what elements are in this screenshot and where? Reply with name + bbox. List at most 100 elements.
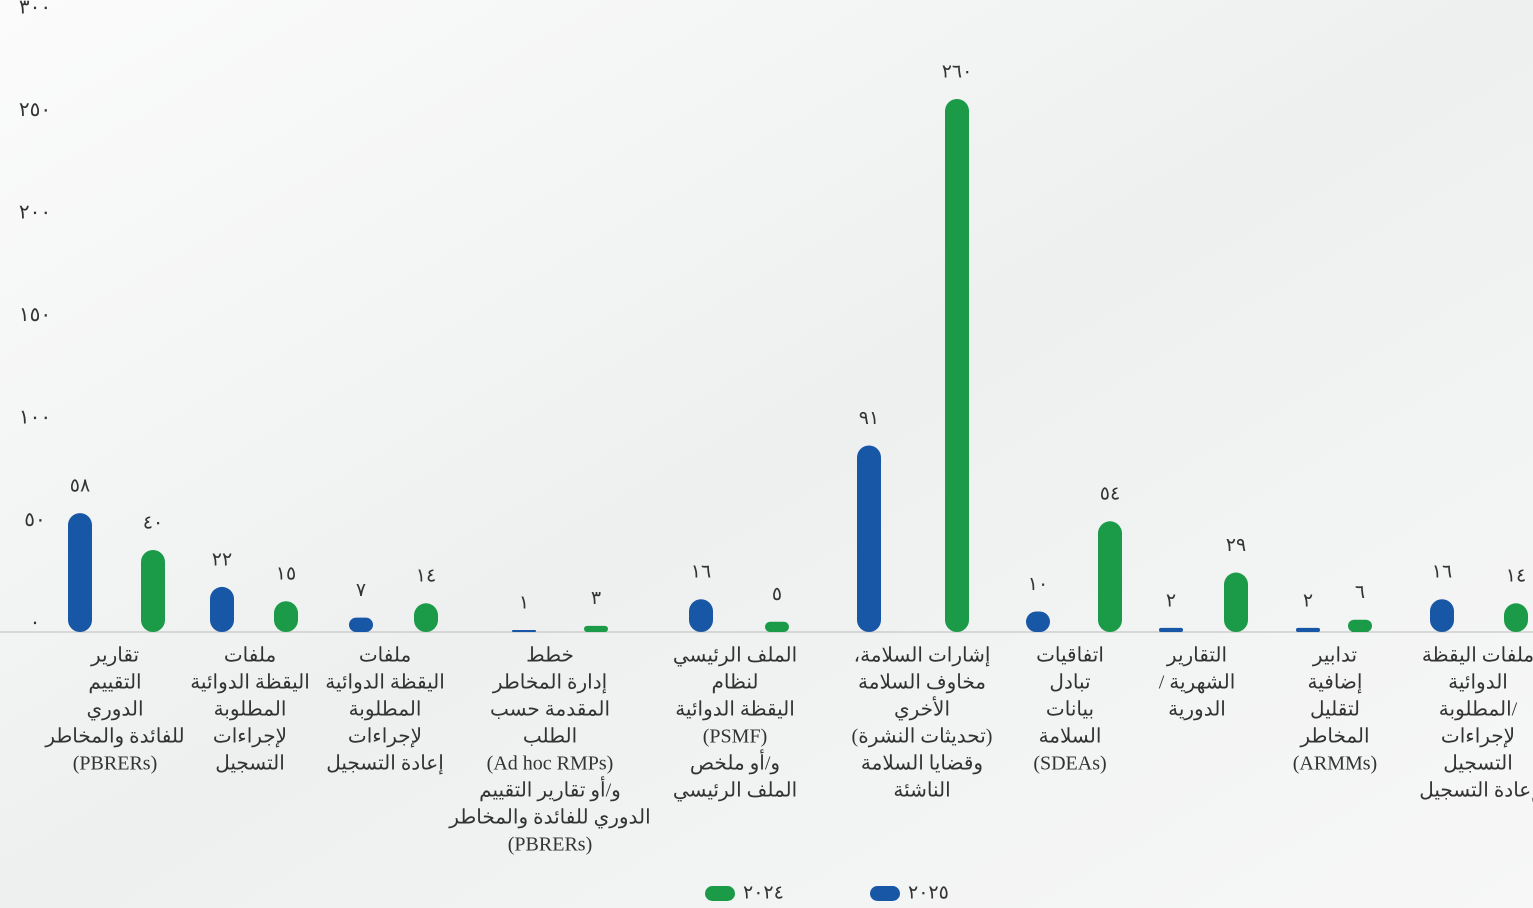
y-tick-label: ٢٠٠: [19, 202, 51, 224]
x-tick-label: المطلوبة: [214, 699, 287, 721]
x-tick-label: (PSMF): [703, 726, 767, 748]
x-tick-label: خطط: [526, 645, 574, 667]
x-tick-label: المخاطر: [1299, 726, 1369, 748]
x-tick-label: (Ad hoc RMPs): [487, 753, 614, 775]
bar: [349, 617, 373, 632]
x-tick-label: ملفات اليقظة: [1422, 645, 1533, 667]
y-tick-label: ٢٥٠: [19, 99, 51, 121]
x-tick-label: الدوائية: [1448, 672, 1508, 694]
x-tick-label: لإجراءات: [348, 726, 422, 749]
x-tick-label: إضافية: [1308, 672, 1363, 695]
x-tick-label: الملف الرئيسي: [673, 645, 797, 667]
bar: [689, 599, 713, 632]
bar: [274, 601, 298, 632]
bar: [141, 550, 165, 632]
x-tick-label: / الشهرية: [1159, 672, 1236, 694]
x-tick-label: الدوري للفائدة والمخاطر: [448, 807, 650, 829]
x-tick-label: الناشئة: [893, 780, 950, 802]
value-label: ٢٦٠: [942, 61, 973, 82]
x-tick-label: وقضايا السلامة: [861, 753, 983, 775]
y-tick-label: ١٥٠: [19, 304, 51, 326]
x-tick-label: للفائدة والمخاطر: [44, 726, 184, 748]
bar: [1296, 627, 1320, 632]
value-label: ٢٩: [1226, 535, 1246, 556]
value-label: ٣: [591, 588, 601, 609]
y-tick-label: ٠: [30, 612, 41, 634]
x-tick-label: لإجراءات: [213, 726, 287, 749]
x-tick-label: (تحديثات النشرة): [852, 726, 993, 748]
value-label: ٤٠: [143, 512, 163, 533]
x-tick-label: لإجراءات: [1441, 726, 1515, 749]
x-tick-label: المطلوبة: [349, 699, 422, 721]
value-label: ٢: [1166, 590, 1176, 611]
x-tick-label: (PBRERs): [73, 753, 157, 775]
value-label: ٢: [1303, 590, 1313, 611]
y-tick-label: ٣٠٠: [19, 0, 51, 19]
value-label: ١٥: [276, 564, 296, 585]
value-label: ١٦: [691, 562, 711, 583]
bar: [1098, 521, 1122, 632]
x-tick-label: الدوري: [86, 699, 143, 721]
bar: [1348, 619, 1372, 632]
x-tick-label: (SDEAs): [1033, 753, 1106, 775]
bar: [1224, 572, 1248, 632]
x-tick-label: التسجيل: [1443, 753, 1513, 775]
x-tick-label: لنظام: [711, 672, 758, 694]
x-tick-label: المطلوبة/: [1439, 699, 1518, 721]
x-tick-label: بيانات: [1046, 699, 1094, 721]
bar: [1159, 627, 1183, 632]
x-tick-label: اليقظة الدوائية: [190, 672, 310, 694]
x-tick-label: إعادة التسجيل: [1419, 780, 1533, 803]
x-tick-label: الأخري: [894, 696, 950, 721]
bar: [1026, 611, 1050, 632]
x-tick-label: التسجيل: [215, 753, 285, 775]
legend-swatch: [705, 886, 735, 901]
x-tick-label: التقارير: [1166, 645, 1227, 667]
value-label: ٥٤: [1100, 484, 1120, 505]
x-tick-label: ملفات: [359, 645, 411, 667]
bar: [210, 586, 234, 632]
x-tick-label: المقدمة حسب: [490, 699, 610, 721]
x-tick-label: تقارير: [90, 645, 139, 667]
bar: [512, 629, 536, 632]
bar: [68, 513, 92, 632]
x-tick-label: اليقظة الدوائية: [675, 699, 795, 721]
x-tick-label: السلامة: [1039, 726, 1102, 748]
x-tick-label: لتقليل: [1310, 699, 1360, 721]
bar: [1430, 599, 1454, 632]
x-tick-label: ،إشارات السلامة: [854, 645, 991, 668]
legend-label: ٢٠٢٥: [908, 882, 949, 903]
value-label: ١: [519, 592, 529, 613]
bar: [857, 445, 881, 632]
legend-swatch: [870, 886, 900, 901]
x-tick-label: الطلب: [523, 726, 577, 748]
x-tick-label: (ARMMs): [1293, 753, 1377, 775]
y-tick-label: ١٠٠: [19, 407, 51, 429]
x-tick-label: (PBRERs): [508, 834, 592, 856]
x-tick-label: إعادة التسجيل: [326, 753, 444, 776]
x-tick-label: الدورية: [1168, 699, 1226, 721]
x-tick-label: تدابير: [1312, 645, 1357, 667]
x-tick-label: تبادل: [1049, 672, 1090, 694]
legend-label: ٢٠٢٤: [743, 882, 784, 903]
value-label: ٩١: [859, 408, 879, 429]
bar: [414, 603, 438, 632]
x-tick-label: و/أو تقارير التقييم: [479, 776, 621, 802]
value-label: ١٦: [1432, 562, 1452, 583]
bar: [765, 621, 789, 632]
x-tick-label: التقييم: [88, 672, 141, 694]
bar: [945, 99, 969, 632]
value-label: ١٠: [1028, 574, 1048, 595]
x-tick-label: إدارة المخاطر: [492, 672, 607, 695]
bar: [584, 625, 608, 632]
bar: [1504, 603, 1528, 632]
x-tick-label: و/أو ملخص: [690, 749, 780, 775]
value-label: ١٤: [1506, 566, 1526, 587]
value-label: ٢٢: [212, 549, 232, 570]
y-tick-label: ٥٠: [24, 509, 45, 531]
x-tick-label: الملف الرئيسي: [673, 780, 797, 802]
x-tick-label: مخاوف السلامة: [858, 672, 986, 694]
value-label: ٧: [356, 580, 366, 601]
